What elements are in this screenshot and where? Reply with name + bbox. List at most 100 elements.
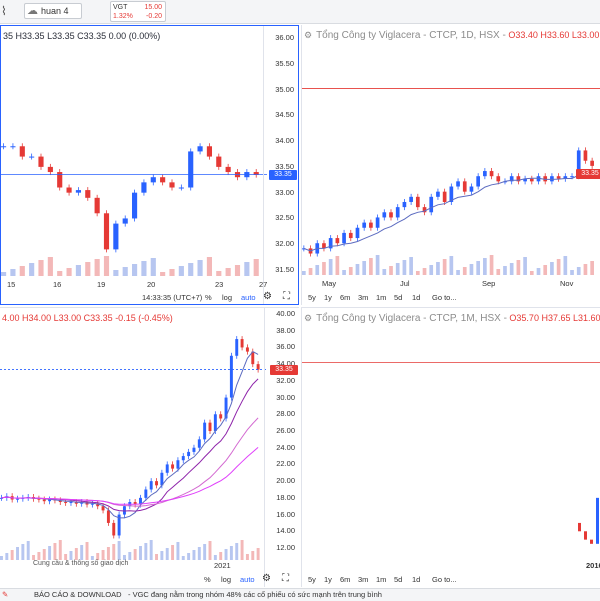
range-button[interactable]: 1m (376, 293, 387, 302)
watch-ticker[interactable]: VGT 15.00 1.32% -0.20 (110, 1, 166, 22)
candle (550, 176, 554, 182)
weekly-gear-icon[interactable]: ⚙ (262, 573, 271, 584)
monthly-series-settings-icon[interactable]: ⚙ (304, 313, 313, 323)
report-download-link[interactable]: BÁO CÁO & DOWNLOAD (34, 590, 122, 599)
candle (389, 212, 393, 218)
moving-average-line (1, 378, 259, 512)
price-axis-tick: 34.50 (275, 110, 294, 120)
range-button[interactable]: 1y (324, 575, 332, 584)
volume-bar (29, 263, 35, 276)
time-axis-tick: Jul (400, 279, 410, 288)
gear-icon[interactable]: ⚙ (263, 291, 272, 302)
candle (543, 176, 548, 182)
volume-bar (178, 266, 184, 276)
intraday-price-axis[interactable]: 36.00 35.50 35.00 34.50 34.00 33.50 33.00 32.50… (263, 26, 298, 304)
intraday-last-price-tag: 33.35 (269, 169, 297, 180)
range-button[interactable]: 1d (412, 575, 421, 584)
news-ticker[interactable]: - VGC đang nằm trong nhóm 48% các cổ phi… (128, 590, 382, 599)
pencil-icon[interactable]: ✎ (2, 590, 9, 599)
candle (355, 227, 360, 239)
time-axis-tick: Sep (482, 279, 496, 288)
intraday-chart-canvas[interactable] (1, 26, 299, 305)
volume-bar (536, 268, 541, 275)
volume-bar (16, 547, 19, 560)
range-button[interactable]: 1y (324, 293, 332, 302)
auto-toggle[interactable]: auto (241, 293, 256, 302)
layout-selector[interactable]: ☁ huan 4 (24, 3, 82, 19)
indicator-label[interactable]: Cung cầu & thông số giao dịch (33, 560, 129, 567)
range-button[interactable]: 1d (412, 293, 421, 302)
log-toggle[interactable]: log (222, 293, 233, 302)
range-button[interactable]: 6m (340, 293, 351, 302)
volume-bar (256, 548, 260, 560)
series-settings-icon[interactable]: ⚙ (304, 30, 313, 40)
price-axis-tick: 32.00 (275, 239, 294, 249)
chart-panel-monthly[interactable]: ⚙ Tổng Công ty Viglacera - CTCP, 1M, HSX … (301, 307, 600, 587)
chart-panel-intraday[interactable]: 35 H33.35 L33.35 C33.35 0.00 (0.00%) 36.… (0, 25, 299, 305)
weekly-chart-canvas[interactable] (0, 308, 299, 587)
volume-bar (245, 554, 249, 560)
candle (113, 223, 119, 250)
candle (442, 191, 447, 202)
candle (536, 176, 541, 182)
range-button[interactable]: Go to... (432, 575, 457, 584)
range-button[interactable]: 3m (358, 293, 369, 302)
weekly-percent-toggle[interactable]: % (204, 575, 211, 584)
chart-panel-weekly[interactable]: 4.00 H34.00 L33.00 C33.35 -0.15 (-0.45%)… (0, 307, 299, 587)
candle (133, 502, 137, 505)
candle (197, 439, 201, 448)
volume-bar (57, 271, 63, 276)
monthly-legend-low: L31.60 (573, 313, 600, 323)
range-button[interactable]: 5d (394, 575, 403, 584)
volume-bar (253, 259, 259, 276)
candle (253, 172, 259, 175)
percent-toggle[interactable]: % (205, 293, 212, 302)
candle (245, 347, 249, 352)
volume-bar (47, 257, 53, 276)
monthly-legend-open: O35.70 (509, 313, 539, 323)
volume-bar (192, 550, 196, 560)
volume-bar (436, 262, 440, 275)
daily-chart-canvas[interactable] (302, 25, 600, 305)
range-button[interactable]: 5y (308, 293, 316, 302)
volume-bar (74, 548, 78, 560)
candle (576, 150, 581, 177)
range-button[interactable]: 5y (308, 575, 316, 584)
candle (516, 176, 521, 182)
ticker-symbol: VGT (113, 4, 128, 11)
volume-bar (556, 259, 561, 275)
weekly-legend-low: L33.00 (53, 313, 82, 323)
weekly-auto-toggle[interactable]: auto (240, 575, 255, 584)
volume-bar (523, 257, 527, 275)
range-button[interactable]: 1m (376, 575, 387, 584)
moving-average-line (1, 417, 259, 507)
candle (369, 222, 373, 228)
weekly-fullscreen-icon[interactable]: ⛶ (282, 573, 289, 584)
volume-bar (94, 259, 100, 276)
candle (395, 207, 400, 218)
range-button[interactable]: Go to... (432, 293, 457, 302)
chart-panel-daily[interactable]: ⚙ Tổng Công ty Viglacera - CTCP, 1D, HSX … (301, 25, 600, 305)
volume-bar (335, 256, 340, 275)
weekly-log-toggle[interactable]: log (221, 575, 232, 584)
fullscreen-icon[interactable]: ⛶ (283, 291, 290, 302)
volume-bar (315, 265, 320, 275)
candle (96, 503, 100, 507)
volume-bar (38, 260, 44, 276)
range-button[interactable]: 3m (358, 575, 369, 584)
candle (590, 160, 594, 166)
volume-bar (244, 262, 250, 276)
candle (171, 464, 175, 469)
monthly-chart-canvas[interactable] (302, 308, 600, 587)
range-button[interactable]: 6m (340, 575, 351, 584)
candle (251, 351, 255, 365)
weekly-legend-open: 4.00 (2, 313, 20, 323)
volume-bar (348, 267, 353, 275)
volume-bar (489, 255, 494, 275)
weekly-price-axis[interactable]: 40.00 38.00 36.00 34.00 32.00 30.00 28.00 26.00… (264, 308, 299, 587)
time-axis-tick: 16 (53, 280, 62, 289)
range-button[interactable]: 5d (394, 293, 403, 302)
chart-icon[interactable]: ⌇ (1, 4, 7, 18)
volume-bar (516, 260, 521, 275)
candle (66, 187, 72, 193)
